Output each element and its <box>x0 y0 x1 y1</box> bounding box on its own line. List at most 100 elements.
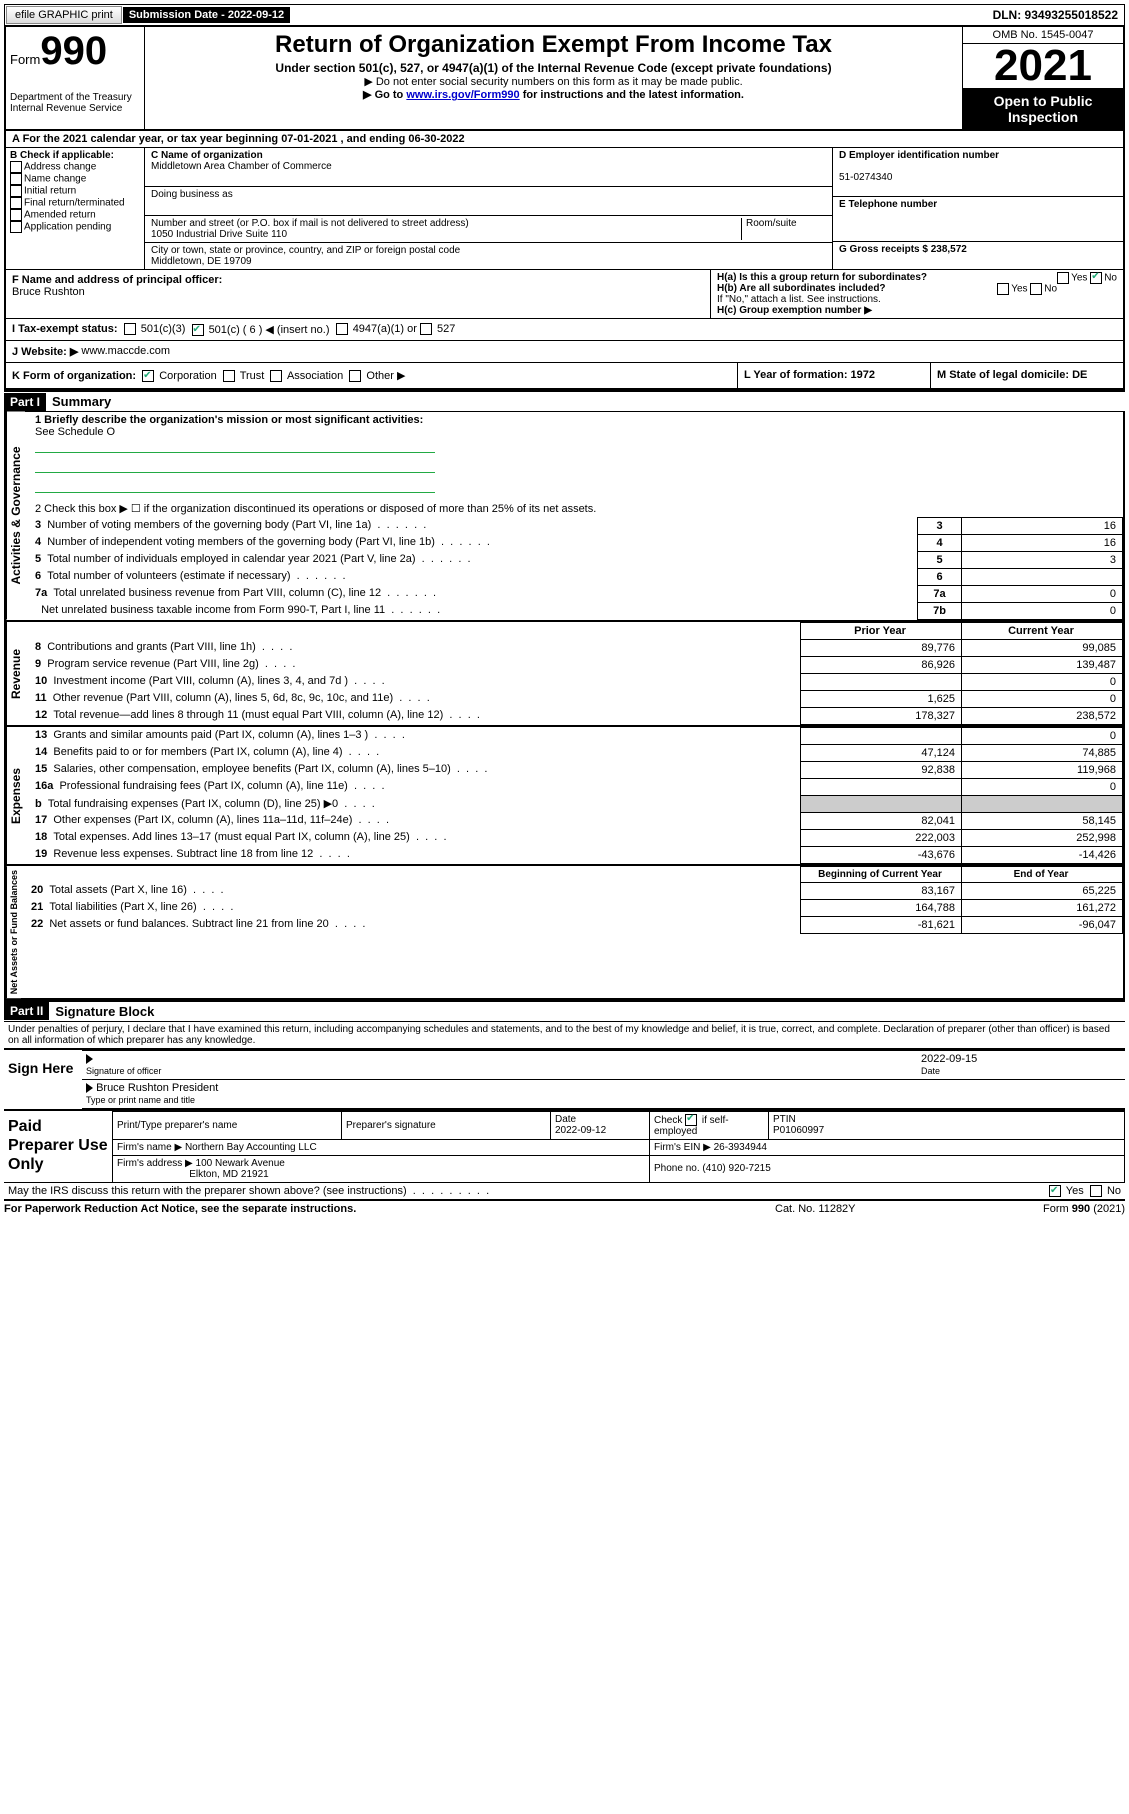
chk-assoc[interactable]: Association <box>270 370 343 382</box>
website-value: www.maccde.com <box>81 345 170 358</box>
hb-row: H(b) Are all subordinates included? Yes … <box>717 283 1117 294</box>
chk-527[interactable]: 527 <box>420 323 455 336</box>
table-row: 16a Professional fundraising fees (Part … <box>25 778 1123 795</box>
line1-value: See Schedule O <box>35 426 115 438</box>
f-label: F Name and address of principal officer: <box>12 274 222 286</box>
note2-pre: ▶ Go to <box>363 89 406 101</box>
line1-label: 1 Briefly describe the organization's mi… <box>35 414 423 426</box>
table-row: 19 Revenue less expenses. Subtract line … <box>25 846 1123 863</box>
header-note2: ▶ Go to www.irs.gov/Form990 for instruct… <box>151 88 956 101</box>
table-row: 10 Investment income (Part VIII, column … <box>25 673 1123 690</box>
chk-application-pending[interactable]: Application pending <box>10 221 140 233</box>
table-row: 11 Other revenue (Part VIII, column (A),… <box>25 690 1123 707</box>
name-title-label: Type or print name and title <box>86 1095 195 1105</box>
hb-note: If "No," attach a list. See instructions… <box>717 294 1117 305</box>
chk-amended-return[interactable]: Amended return <box>10 209 140 221</box>
sign-here-block: Sign Here Signature of officer 2022-09-1… <box>4 1048 1125 1109</box>
paid-preparer-block: Paid Preparer Use Only Print/Type prepar… <box>4 1109 1125 1182</box>
note2-post: for instructions and the latest informat… <box>520 89 744 101</box>
org-name: Middletown Area Chamber of Commerce <box>151 161 332 172</box>
table-row: 14 Benefits paid to or for members (Part… <box>25 744 1123 761</box>
line-a-tax-year: A For the 2021 calendar year, or tax yea… <box>6 131 1123 148</box>
sig-officer-label: Signature of officer <box>86 1066 161 1076</box>
sig-date-value: 2022-09-15 <box>921 1053 977 1065</box>
part2-label: Part II <box>4 1002 49 1020</box>
mission-line <box>35 440 435 453</box>
col-d-e-g: D Employer identification number 51-0274… <box>832 148 1123 269</box>
chk-4947[interactable]: 4947(a)(1) or <box>336 323 417 336</box>
table-row: 18 Total expenses. Add lines 13–17 (must… <box>25 829 1123 846</box>
room-suite-label: Room/suite <box>741 218 826 240</box>
hc-row: H(c) Group exemption number ▶ <box>717 305 1117 316</box>
eoy-header: End of Year <box>962 866 1123 882</box>
part1-title: Summary <box>46 392 117 411</box>
paid-preparer-table: Print/Type preparer's name Preparer's si… <box>112 1111 1125 1182</box>
city-label: City or town, state or province, country… <box>151 245 460 256</box>
dba-label: Doing business as <box>151 189 233 200</box>
k-label: K Form of organization: <box>12 370 136 382</box>
dln-label: DLN: 93493255018522 <box>993 8 1124 22</box>
table-row: 7a Total unrelated business revenue from… <box>25 585 1123 602</box>
chk-corp[interactable]: Corporation <box>142 370 217 382</box>
irs-discuss-yes[interactable] <box>1049 1185 1061 1197</box>
summary-table-net: Beginning of Current Year End of Year 20… <box>21 866 1123 934</box>
dept-label: Department of the Treasury <box>10 92 140 103</box>
footer-paperwork: For Paperwork Reduction Act Notice, see … <box>4 1203 775 1215</box>
street-value: 1050 Industrial Drive Suite 110 <box>151 229 287 240</box>
chk-501c[interactable]: 501(c) ( 6 ) ◀ (insert no.) <box>192 323 330 336</box>
pointer-icon <box>86 1083 93 1093</box>
table-row: 21 Total liabilities (Part X, line 26) .… <box>21 899 1123 916</box>
chk-name-change[interactable]: Name change <box>10 173 140 185</box>
sign-here-label: Sign Here <box>4 1050 82 1109</box>
l-year-formation: L Year of formation: 1972 <box>737 363 930 388</box>
form-prefix: Form <box>10 52 40 67</box>
header-title: Return of Organization Exempt From Incom… <box>151 31 956 59</box>
chk-501c3[interactable]: 501(c)(3) <box>124 323 186 336</box>
table-row: 12 Total revenue—add lines 8 through 11 … <box>25 707 1123 724</box>
chk-other[interactable]: Other ▶ <box>349 370 405 382</box>
part1-label: Part I <box>4 393 46 411</box>
table-row: 17 Other expenses (Part IX, column (A), … <box>25 812 1123 829</box>
header-note1: ▶ Do not enter social security numbers o… <box>151 75 956 88</box>
d-label: D Employer identification number <box>839 150 999 161</box>
irs-link[interactable]: www.irs.gov/Form990 <box>406 89 519 101</box>
irs-discuss-no[interactable] <box>1090 1185 1102 1197</box>
officer-name: Bruce Rushton <box>12 286 85 298</box>
i-label: I Tax-exempt status: <box>12 323 118 336</box>
boy-header: Beginning of Current Year <box>801 866 962 882</box>
table-row: 6 Total number of volunteers (estimate i… <box>25 568 1123 585</box>
sig-date-label: Date <box>921 1066 940 1076</box>
prior-year-header: Prior Year <box>801 622 962 639</box>
self-employed-check[interactable]: Check if self-employed <box>654 1115 729 1137</box>
part1-header-bar: Part I Summary <box>4 390 1125 412</box>
page-footer: For Paperwork Reduction Act Notice, see … <box>4 1199 1125 1215</box>
ha-row: H(a) Is this a group return for subordin… <box>717 272 1117 283</box>
table-row: 5 Total number of individuals employed i… <box>25 551 1123 568</box>
chk-trust[interactable]: Trust <box>223 370 265 382</box>
tax-year: 2021 <box>963 44 1123 89</box>
vlabel-expenses: Expenses <box>6 727 25 864</box>
declaration-text: Under penalties of perjury, I declare th… <box>4 1022 1125 1048</box>
header-left-col: Form990 Department of the Treasury Inter… <box>6 27 145 129</box>
footer-catno: Cat. No. 11282Y <box>775 1203 975 1215</box>
chk-address-change[interactable]: Address change <box>10 161 140 173</box>
table-row: 3 Number of voting members of the govern… <box>25 517 1123 534</box>
col-c-name-address: C Name of organization Middletown Area C… <box>145 148 832 269</box>
vlabel-revenue: Revenue <box>6 622 25 725</box>
efile-print-button[interactable]: efile GRAPHIC print <box>6 6 122 24</box>
table-row: 22 Net assets or fund balances. Subtract… <box>21 916 1123 933</box>
section-a-block: A For the 2021 calendar year, or tax yea… <box>4 131 1125 390</box>
vlabel-netassets: Net Assets or Fund Balances <box>6 866 21 998</box>
vlabel-governance: Activities & Governance <box>6 412 25 620</box>
footer-form: Form 990 (2021) <box>975 1203 1125 1215</box>
table-row: 9 Program service revenue (Part VIII, li… <box>25 656 1123 673</box>
table-row: b Total fundraising expenses (Part IX, c… <box>25 795 1123 812</box>
table-row: Net unrelated business taxable income fr… <box>25 602 1123 619</box>
officer-name-title: Bruce Rushton President <box>96 1082 218 1094</box>
table-row: 13 Grants and similar amounts paid (Part… <box>25 727 1123 744</box>
chk-initial-return[interactable]: Initial return <box>10 185 140 197</box>
toolbar-spacer <box>291 13 991 17</box>
b-label: B Check if applicable: <box>10 150 140 161</box>
form-header: Form990 Department of the Treasury Inter… <box>4 26 1125 131</box>
chk-final-return[interactable]: Final return/terminated <box>10 197 140 209</box>
